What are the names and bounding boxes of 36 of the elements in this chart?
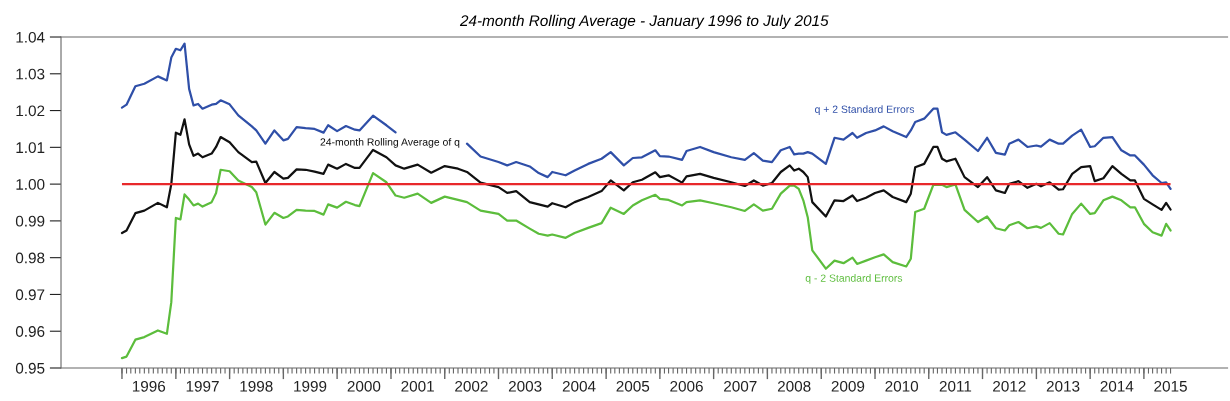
y-tick-label: 0.97 — [15, 289, 45, 301]
series-label: q + 2 Standard Errors — [815, 105, 915, 116]
x-tick-label: 1996 — [132, 380, 166, 392]
y-tick-label: 0.99 — [15, 215, 45, 227]
y-tick-label: 1.02 — [16, 105, 45, 117]
x-tick-label: 2008 — [777, 380, 811, 392]
x-tick-label: 1998 — [240, 380, 273, 392]
y-tick-label: 1.00 — [16, 178, 45, 190]
x-tick-label: 2001 — [401, 380, 434, 392]
line-series — [120, 168, 1172, 360]
x-tick-label: 2010 — [885, 380, 919, 392]
y-tick-label: 1.01 — [16, 142, 45, 154]
x-tick-label: 2014 — [1100, 380, 1134, 392]
x-tick-label: 2004 — [562, 380, 596, 392]
x-tick-label: 1997 — [186, 380, 219, 392]
series-label: 24-month Rolling Average of q — [320, 138, 460, 148]
y-tick-label: 1.04 — [16, 31, 45, 43]
x-tick-label: 2002 — [455, 380, 488, 392]
x-tick-label: 2012 — [993, 380, 1026, 392]
x-tick-label: 2015 — [1154, 380, 1187, 392]
x-tick-label: 2007 — [724, 380, 757, 392]
x-tick-label: 2000 — [347, 380, 381, 392]
series-label: q - 2 Standard Errors — [805, 274, 903, 284]
y-tick-label: 0.96 — [15, 326, 45, 337]
x-tick-label: 2011 — [939, 380, 972, 392]
x-tick-label: 2005 — [616, 380, 650, 392]
x-tick-label: 2013 — [1046, 380, 1080, 392]
x-tick-label: 2006 — [670, 380, 703, 392]
y-tick-label: 0.95 — [15, 362, 45, 374]
x-tick-label: 2003 — [508, 380, 542, 392]
y-tick-label: 1.03 — [16, 68, 45, 80]
y-tick-label: 0.98 — [15, 252, 45, 264]
x-tick-label: 2009 — [831, 380, 865, 392]
line-series — [120, 118, 1172, 235]
chart-title: 24-month Rolling Average - January 1996 to July 2015 — [459, 14, 829, 30]
x-tick-label: 1999 — [294, 380, 327, 392]
